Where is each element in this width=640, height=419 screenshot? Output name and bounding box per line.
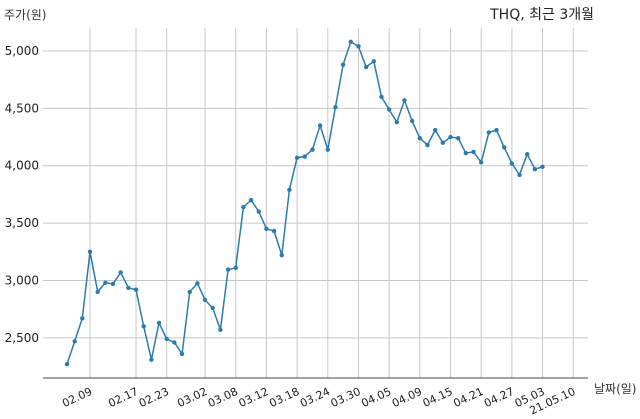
data-point [141,324,146,329]
data-point [402,98,407,103]
data-point [440,140,446,145]
data-point [156,320,162,326]
data-point [478,160,484,165]
data-point [233,265,238,271]
x-tick-label: 03.18 [267,385,301,410]
y-tick-label: 2,500 [5,331,39,345]
data-point [540,164,545,170]
data-point [486,130,492,135]
x-axis-label: 날짜(일) [594,382,637,396]
data-point [325,147,330,152]
data-point [256,209,261,214]
data-point [187,289,192,295]
data-point [379,94,384,100]
y-tick-label: 3,000 [5,273,39,287]
data-point [64,362,70,367]
data-point [371,59,376,64]
data-point [72,339,77,344]
x-tick-label: 04.05 [359,385,393,410]
x-tick-label: 03.02 [175,385,209,410]
data-point [317,123,323,128]
chart-title: THQ, 최근 3개월 [490,7,594,23]
data-point [494,127,499,133]
x-tick-label: 03.08 [206,385,240,410]
y-tick-label: 3,500 [5,216,39,230]
data-point [448,134,453,140]
data-point [202,297,208,303]
y-tick-label: 4,000 [5,159,39,173]
data-point [532,166,538,172]
data-point [133,287,139,292]
x-tick-label: 02.23 [137,385,171,410]
data-point [118,270,123,275]
x-tick-label: 02.17 [106,385,140,410]
data-point [363,64,369,70]
x-tick-label: 03.24 [298,385,332,410]
data-point [394,119,400,125]
y-tick-label: 4,500 [5,101,39,115]
data-point [409,118,415,124]
data-point [126,285,131,291]
data-point [210,305,215,311]
y-axis-label: 주가(원) [4,8,47,22]
data-point [164,336,169,342]
data-point [225,267,231,272]
data-point [501,145,507,150]
y-tick-label: 5,000 [5,44,39,58]
data-point [103,280,108,285]
data-point [110,281,116,287]
data-point [218,327,223,333]
x-tick-label: 03.12 [237,385,271,410]
data-point [179,351,185,357]
data-point [172,340,177,345]
data-point [525,152,530,157]
data-point [87,249,93,254]
x-tick-label: 04.21 [451,385,485,410]
data-point [463,150,469,156]
x-tick-label: 03.30 [329,385,363,410]
data-point [241,204,246,210]
data-point [302,154,307,159]
data-point [348,39,353,44]
data-point [517,172,522,178]
x-tick-label: 04.15 [421,385,455,410]
data-point [80,316,85,321]
data-point [386,107,392,112]
data-point [356,44,361,49]
x-tick-label: 04.09 [390,385,424,410]
data-point [455,135,461,141]
x-tick-label: 04.27 [482,385,516,410]
x-tick-label: 02.09 [60,385,94,410]
data-point [509,161,515,166]
data-point [264,226,269,232]
data-point [95,289,100,295]
data-point [287,187,292,193]
data-point [340,62,346,67]
data-point [271,228,277,234]
data-point [294,155,300,160]
data-point [195,281,200,286]
data-point [149,357,154,362]
data-point [432,127,438,133]
data-point [425,142,430,148]
series-line [66,40,543,365]
data-point [248,197,254,203]
data-point [279,253,284,258]
data-point [471,149,476,155]
data-point [333,104,338,110]
data-point [417,135,423,141]
data-point [310,147,315,152]
